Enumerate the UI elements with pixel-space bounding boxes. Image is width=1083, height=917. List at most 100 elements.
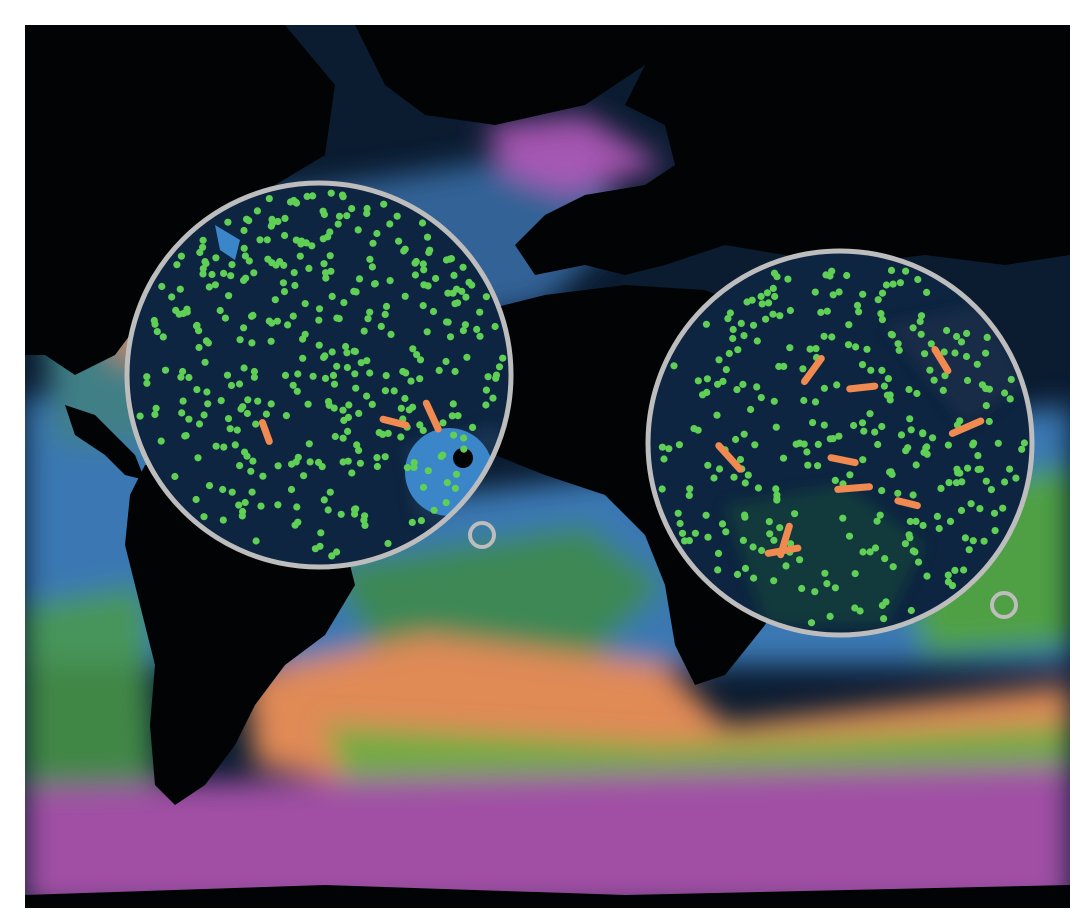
particle-dot	[243, 452, 251, 460]
north-atlantic-marker[interactable]	[468, 521, 496, 549]
particle-dot	[203, 388, 211, 396]
particle-dot	[930, 376, 938, 384]
particle-dot	[982, 349, 990, 357]
particle-dot	[678, 529, 687, 537]
particle-dot	[462, 293, 470, 301]
particle-dot	[236, 336, 244, 344]
particle-dot	[658, 443, 667, 451]
land-greenland	[355, 25, 665, 125]
particle-dot	[224, 415, 233, 423]
particle-dot	[923, 288, 931, 296]
particle-dot	[953, 332, 961, 341]
particle-dot	[703, 388, 711, 396]
particle-dot	[772, 485, 780, 493]
land-north-america	[25, 25, 335, 375]
particle-dot	[945, 479, 953, 487]
particle-dot	[416, 356, 425, 364]
particle-dot	[352, 384, 360, 392]
particle-dot	[320, 260, 328, 268]
particle-dot	[828, 267, 836, 275]
particle-dot	[982, 402, 990, 410]
particle-dot	[665, 445, 673, 453]
particle-dot	[867, 366, 875, 374]
particle-dot	[896, 279, 905, 287]
particle-dot	[419, 302, 427, 310]
particle-dot	[732, 435, 740, 444]
particle-dot	[881, 555, 889, 563]
particle-dot	[866, 410, 874, 418]
particle-dot	[917, 330, 925, 338]
particle-dot	[200, 513, 208, 521]
north-atlantic-lens[interactable]	[124, 180, 535, 570]
particle-dot	[177, 373, 185, 381]
particle-dot	[216, 306, 224, 315]
particle-dot	[846, 471, 854, 479]
particle-dot	[909, 324, 917, 332]
drifter-layer	[258, 399, 442, 445]
particle-dot	[733, 570, 742, 579]
particle-dot	[219, 516, 227, 524]
particle-dot	[902, 267, 910, 275]
particle-dot	[887, 266, 896, 274]
particle-dot	[773, 273, 781, 281]
drifter-dash	[827, 454, 859, 467]
particle-dot	[878, 289, 887, 297]
particle-dot	[499, 354, 507, 362]
particle-dot	[240, 226, 248, 235]
south-atlantic-lens[interactable]	[645, 248, 1035, 638]
particle-dot	[964, 464, 972, 472]
particle-dot	[331, 432, 339, 441]
particle-dot	[715, 356, 723, 364]
particle-dot	[249, 311, 257, 319]
particle-dot	[1020, 439, 1028, 447]
particle-dot	[293, 387, 301, 395]
particle-dot	[311, 545, 319, 553]
particle-dot	[205, 283, 213, 291]
particle-dot	[448, 412, 456, 420]
drifter-dash	[258, 419, 273, 445]
particle-dot	[859, 290, 867, 298]
particle-dot	[921, 350, 929, 358]
particle-dot	[450, 271, 458, 279]
particle-dot	[736, 455, 745, 464]
particle-dot	[250, 367, 258, 376]
particle-dot	[274, 501, 282, 509]
south-atlantic-marker[interactable]	[990, 591, 1018, 619]
particle-dot	[753, 383, 761, 391]
particle-dot	[267, 400, 275, 408]
particle-dot	[880, 382, 889, 390]
particle-dot	[859, 548, 867, 556]
particle-dot	[326, 252, 334, 260]
particle-dot	[231, 441, 239, 449]
particle-dot	[967, 500, 975, 508]
particle-dot	[306, 458, 314, 466]
particle-dot	[821, 569, 829, 577]
particle-dot	[257, 502, 265, 510]
particle-dot	[987, 486, 996, 494]
particle-dot	[387, 330, 395, 338]
particle-dot	[452, 470, 461, 478]
particle-dot	[373, 462, 381, 471]
particle-dot	[476, 308, 484, 316]
particle-dot	[322, 269, 330, 277]
particle-dot	[350, 347, 358, 355]
ocean-map[interactable]	[25, 25, 1070, 908]
particle-dot	[489, 394, 497, 402]
particle-dot	[153, 328, 161, 336]
particle-dot	[983, 333, 991, 341]
particle-dot	[963, 376, 972, 385]
particle-dot	[407, 377, 415, 385]
particle-dot	[894, 489, 902, 497]
drifter-dash	[931, 346, 952, 375]
particle-dot	[769, 284, 777, 292]
particle-dot	[348, 469, 356, 477]
particle-dot	[775, 362, 783, 371]
drifter-dash	[379, 415, 410, 429]
particle-dot	[686, 485, 694, 493]
particle-dot	[1007, 375, 1015, 384]
particle-dot	[253, 207, 261, 215]
drifter-dash	[894, 497, 921, 510]
particle-dot	[703, 375, 712, 383]
particle-dot	[340, 299, 348, 307]
particle-dot	[739, 380, 747, 388]
